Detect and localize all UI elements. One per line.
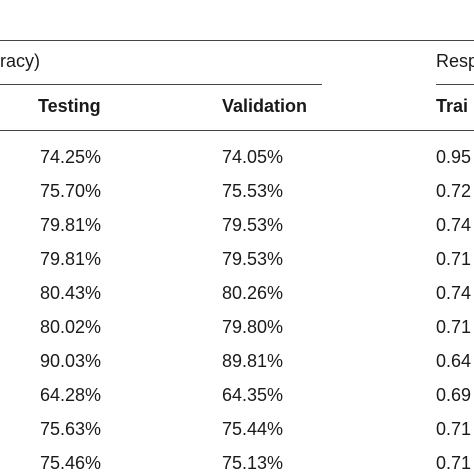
table-row: 74.25% 74.05% 0.95: [0, 140, 474, 174]
column-header-testing: Testing: [38, 96, 101, 116]
accuracy-group-rule: [0, 84, 322, 85]
column-header-training: Trai: [436, 96, 469, 116]
cell-validation: 80.26%: [222, 283, 284, 303]
cell-testing: 90.03%: [40, 351, 102, 371]
cell-testing: 80.02%: [40, 317, 102, 337]
cell-testing: 74.25%: [40, 147, 102, 167]
cell-testing: 80.43%: [40, 283, 102, 303]
cell-training: 0.74: [436, 215, 472, 235]
cell-testing: 64.28%: [40, 385, 102, 405]
cell-testing: 79.81%: [40, 215, 102, 235]
response-group-rule: [436, 84, 474, 85]
cell-validation: 79.53%: [222, 249, 284, 269]
cell-validation: 75.44%: [222, 419, 284, 439]
cell-validation: 79.80%: [222, 317, 284, 337]
cell-validation: 64.35%: [222, 385, 284, 405]
table-row: 64.28% 64.35% 0.69: [0, 378, 474, 412]
cell-training: 0.71: [436, 317, 472, 337]
cell-training: 0.72: [436, 181, 472, 201]
table-row: 90.03% 89.81% 0.64: [0, 344, 474, 378]
table-row: 75.63% 75.44% 0.71: [0, 412, 474, 446]
cell-validation: 75.53%: [222, 181, 284, 201]
table-row: 80.02% 79.80% 0.71: [0, 310, 474, 344]
cell-validation: 74.05%: [222, 147, 284, 167]
column-header-validation: Validation: [222, 96, 308, 116]
header-bottom-rule: [0, 130, 474, 131]
cell-validation: 75.13%: [222, 453, 284, 473]
group-header-accuracy: racy): [0, 51, 40, 71]
cell-testing: 75.63%: [40, 419, 102, 439]
cell-training: 0.71: [436, 419, 472, 439]
table-row: 80.43% 80.26% 0.74: [0, 276, 474, 310]
table-top-rule: [0, 40, 474, 41]
group-header-response: Resp: [436, 51, 474, 71]
table-row: 75.46% 75.13% 0.71: [0, 446, 474, 474]
cell-validation: 89.81%: [222, 351, 284, 371]
cell-validation: 79.53%: [222, 215, 284, 235]
cell-training: 0.71: [436, 249, 472, 269]
cell-training: 0.71: [436, 453, 472, 473]
cell-training: 0.69: [436, 385, 472, 405]
cell-training: 0.95: [436, 147, 472, 167]
cell-testing: 79.81%: [40, 249, 102, 269]
cell-testing: 75.46%: [40, 453, 102, 473]
cell-training: 0.64: [436, 351, 472, 371]
table-row: 79.81% 79.53% 0.71: [0, 242, 474, 276]
cell-training: 0.74: [436, 283, 472, 303]
cell-testing: 75.70%: [40, 181, 102, 201]
table-row: 79.81% 79.53% 0.74: [0, 208, 474, 242]
table-row: 75.70% 75.53% 0.72: [0, 174, 474, 208]
